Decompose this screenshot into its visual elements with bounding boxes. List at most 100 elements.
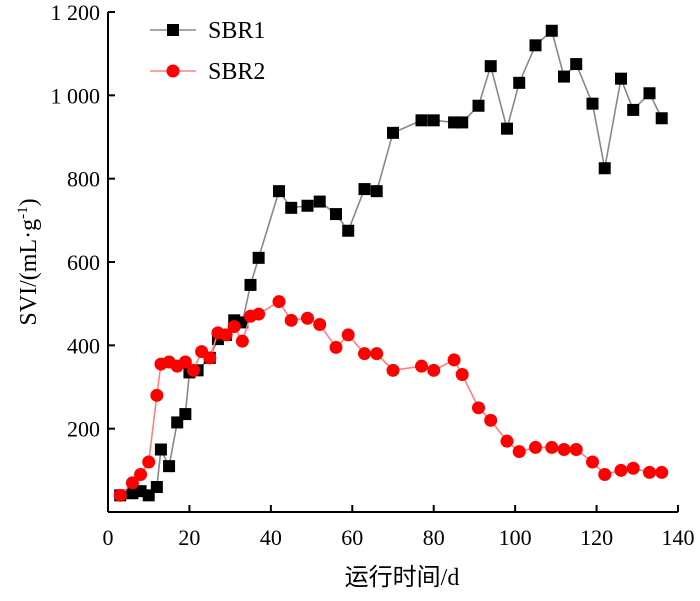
sbr2-point bbox=[134, 468, 148, 481]
sbr2-point bbox=[557, 443, 571, 456]
sbr2-point bbox=[203, 351, 217, 365]
y-tick-label: 1 000 bbox=[51, 83, 101, 108]
x-tick-label: 100 bbox=[499, 525, 532, 550]
sbr1-point bbox=[545, 24, 558, 37]
y-tick-label: 800 bbox=[67, 167, 100, 192]
x-tick-label: 120 bbox=[580, 525, 613, 550]
y-axis-title: SVI/(mL·g-1) bbox=[15, 198, 42, 325]
sbr2-point bbox=[586, 455, 599, 469]
sbr1-point bbox=[484, 60, 497, 73]
sbr1-point bbox=[252, 251, 265, 264]
sbr1-point bbox=[558, 70, 570, 83]
sbr1-point bbox=[342, 224, 355, 237]
sbr2-point bbox=[284, 313, 298, 327]
sbr1-point bbox=[415, 114, 428, 127]
x-tick-label: 20 bbox=[178, 525, 200, 550]
legend-marker-sbr2 bbox=[166, 64, 180, 78]
sbr1-point bbox=[179, 408, 192, 421]
sbr2-line bbox=[119, 300, 662, 496]
y-tick-label: 1 200 bbox=[51, 0, 101, 25]
sbr1-point bbox=[358, 183, 371, 196]
sbr1-point bbox=[285, 201, 298, 214]
sbr1-point bbox=[448, 116, 461, 129]
y-tick-label: 400 bbox=[67, 333, 100, 358]
sbr2-point bbox=[512, 445, 526, 459]
sbr1-point bbox=[313, 195, 326, 208]
sbr2-point bbox=[427, 363, 441, 377]
sbr1-point bbox=[472, 99, 485, 112]
sbr2-point bbox=[125, 476, 139, 490]
sbr2-point bbox=[545, 440, 559, 454]
sbr1-point bbox=[643, 87, 656, 100]
sbr2-point bbox=[301, 311, 314, 325]
sbr1-point bbox=[615, 72, 627, 85]
sbr1-point bbox=[163, 460, 176, 473]
sbr1-point bbox=[501, 122, 513, 135]
sbr1-point bbox=[513, 76, 526, 89]
y-axis-title-superscript: -1 bbox=[15, 206, 31, 219]
y-axis-title-main: SVI/(mL·g bbox=[16, 219, 42, 326]
sbr1-point bbox=[586, 97, 599, 110]
x-tick-label: 0 bbox=[103, 525, 114, 550]
sbr1-point bbox=[570, 58, 583, 71]
sbr2-point bbox=[341, 328, 355, 342]
sbr2-point bbox=[455, 368, 469, 381]
sbr1-point bbox=[150, 481, 163, 493]
legend: SBR1 SBR2 bbox=[150, 18, 265, 85]
sbr2-point bbox=[370, 347, 384, 361]
series-layer bbox=[113, 24, 669, 502]
y-tick-label: 200 bbox=[67, 417, 100, 442]
sbr2-point bbox=[358, 347, 371, 361]
sbr1-point bbox=[301, 199, 314, 212]
sbr1-point bbox=[330, 208, 342, 221]
sbr2-point bbox=[614, 463, 628, 477]
legend-label-sbr2: SBR2 bbox=[208, 59, 265, 85]
sbr2-point bbox=[447, 353, 461, 367]
x-tick-label: 80 bbox=[423, 525, 445, 550]
sbr2-point bbox=[598, 468, 612, 481]
sbr2-point bbox=[227, 320, 241, 334]
sbr2-point bbox=[219, 328, 233, 342]
sbr1-point bbox=[456, 116, 469, 129]
sbr2-point bbox=[655, 465, 669, 479]
sbr2-point bbox=[643, 465, 656, 479]
sbr2-point bbox=[626, 461, 640, 475]
sbr2-point bbox=[313, 318, 327, 331]
sbr2-point bbox=[529, 440, 542, 454]
series-sbr1 bbox=[114, 24, 668, 502]
sbr2-point bbox=[329, 340, 343, 354]
sbr1-point bbox=[427, 114, 440, 127]
sbr2-point bbox=[500, 434, 514, 448]
x-tick-label: 60 bbox=[341, 525, 363, 550]
sbr2-point bbox=[235, 334, 249, 348]
sbr1-point bbox=[387, 126, 399, 139]
sbr2-point bbox=[187, 363, 200, 377]
sbr1-point bbox=[244, 278, 257, 291]
sbr2-point bbox=[178, 355, 192, 369]
x-axis-title: 运行时间/d bbox=[345, 564, 460, 591]
sbr1-point bbox=[273, 185, 285, 198]
axes bbox=[107, 12, 678, 513]
sbr1-point bbox=[655, 112, 668, 125]
x-tick-label: 140 bbox=[662, 525, 695, 550]
sbr2-point bbox=[569, 443, 583, 456]
series-sbr2 bbox=[113, 295, 669, 502]
sbr1-point bbox=[370, 185, 383, 198]
sbr2-point bbox=[484, 413, 498, 427]
legend-marker-sbr1 bbox=[167, 24, 179, 36]
sbr1-point bbox=[627, 103, 640, 116]
y-axis-title-close: ) bbox=[16, 198, 42, 206]
legend-label-sbr1: SBR1 bbox=[208, 18, 265, 44]
sbr1-point bbox=[154, 443, 167, 456]
sbr2-point bbox=[415, 359, 428, 373]
x-tick-label: 40 bbox=[260, 525, 282, 550]
sbr1-line bbox=[120, 29, 663, 497]
sbr2-point bbox=[472, 401, 485, 415]
y-tick-label: 600 bbox=[67, 250, 100, 275]
ticks: 0 20 40 60 80 100 120 140 200 400 600 800 1 000 1 200 bbox=[51, 0, 695, 550]
sbr2-point bbox=[150, 388, 164, 402]
sbr2-point bbox=[252, 307, 266, 321]
sbr2-point bbox=[272, 295, 286, 309]
sbr1-point bbox=[529, 39, 542, 52]
